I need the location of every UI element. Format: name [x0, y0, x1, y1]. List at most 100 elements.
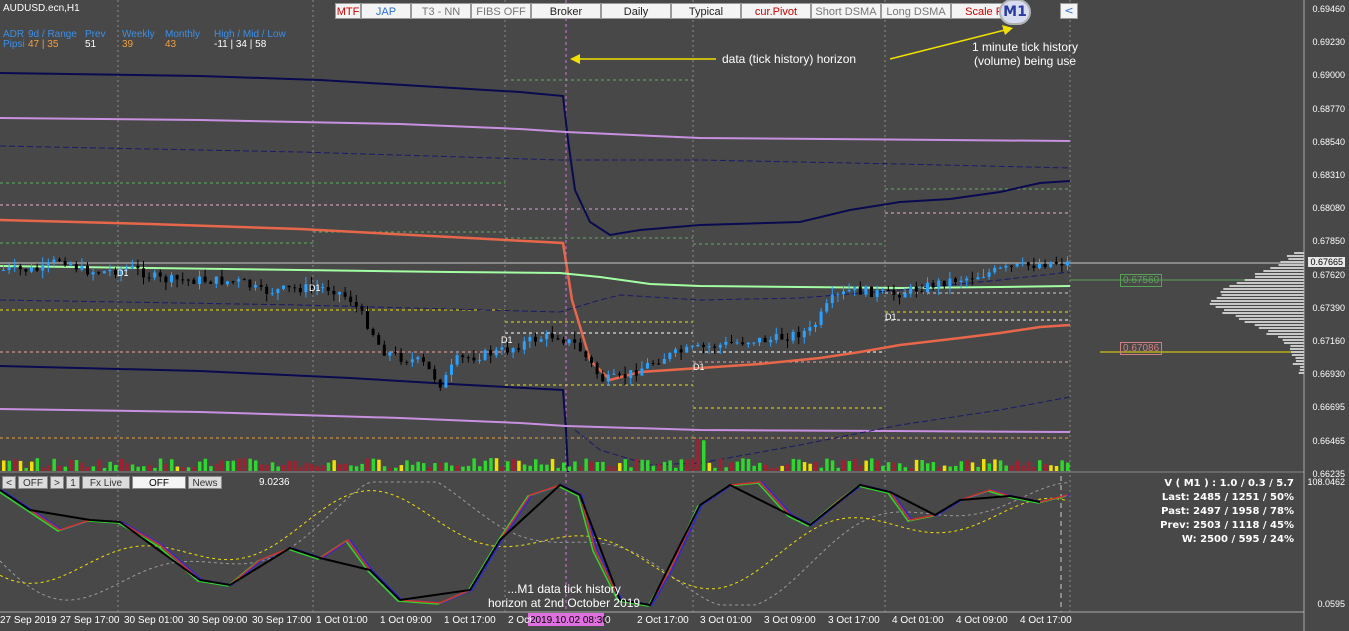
- candle-body: [920, 291, 923, 292]
- volume-bar: [780, 466, 784, 471]
- volume-bar: [47, 465, 51, 471]
- candle-body: [321, 287, 324, 288]
- candle-body: [528, 337, 531, 341]
- volume-bar: [293, 461, 297, 471]
- candle-body: [904, 293, 907, 297]
- candle-body: [456, 355, 459, 364]
- m1-badge[interactable]: M1: [999, 0, 1031, 25]
- volume-bar: [758, 463, 762, 471]
- candle-body: [58, 259, 61, 260]
- upper-navy-band: [0, 73, 1070, 235]
- candle-body: [47, 262, 50, 265]
- volume-profile-bar: [1278, 336, 1304, 338]
- volume-bar: [607, 465, 611, 471]
- subwindow-button-6[interactable]: News: [188, 476, 222, 489]
- candle-body: [159, 273, 162, 277]
- volume-bar: [276, 466, 280, 471]
- candle-body: [909, 286, 912, 293]
- toolbar-nav-button[interactable]: <: [1060, 3, 1078, 19]
- volume-bar: [730, 462, 734, 471]
- volume-bar: [187, 467, 191, 471]
- volume-bar: [400, 465, 404, 471]
- candle-body: [416, 357, 419, 359]
- price-tick: 0.69230: [1312, 37, 1345, 47]
- volume-bar: [103, 468, 107, 471]
- volume-profile-bar: [1292, 354, 1304, 356]
- toolbar-button-mtf[interactable]: MTF: [335, 3, 361, 19]
- price-tick: 0.67390: [1312, 303, 1345, 313]
- volume-bar: [696, 439, 700, 471]
- candle-body: [646, 363, 649, 368]
- toolbar-button-typical[interactable]: Typical: [671, 3, 741, 19]
- toolbar-button-cur-pivot[interactable]: cur.Pivot: [741, 3, 811, 19]
- sub-axis-top: 108.0462: [1307, 477, 1345, 487]
- volume-bar: [1060, 460, 1064, 471]
- volume-bar: [943, 466, 947, 471]
- candle-body: [607, 374, 610, 381]
- candle-body: [97, 272, 100, 273]
- toolbar-button-daily[interactable]: Daily: [601, 3, 671, 19]
- candle-body: [523, 341, 526, 350]
- volume-bar: [338, 464, 342, 471]
- volume-profile-bar: [1296, 360, 1304, 362]
- candle-body: [461, 355, 464, 357]
- candle-body: [181, 279, 184, 280]
- toolbar-button-fibs-off[interactable]: FIBS OFF: [471, 3, 531, 19]
- candle-body: [187, 280, 190, 281]
- candle-body: [377, 335, 380, 345]
- volume-bar: [405, 460, 409, 471]
- symbol-label: AUDUSD.ecn,H1: [3, 3, 80, 14]
- volume-bar: [993, 459, 997, 471]
- volume-bar: [209, 466, 213, 471]
- candle-body: [1066, 261, 1069, 265]
- subwindow-button-5[interactable]: OFF: [132, 476, 186, 489]
- volume-bar: [86, 467, 90, 471]
- volume-profile-bar: [1239, 318, 1304, 320]
- toolbar-button-long-dsma[interactable]: Long DSMA: [881, 3, 951, 19]
- volume-bar: [836, 468, 840, 471]
- subwindow-button-1[interactable]: OFF: [18, 476, 48, 489]
- time-tick: 1 Oct 17:00: [444, 615, 496, 626]
- volume-bar: [344, 464, 348, 471]
- subwindow-button-3[interactable]: 1: [66, 476, 80, 489]
- volume-bar: [299, 467, 303, 471]
- subwindow-button-4[interactable]: Fx Live: [82, 476, 130, 489]
- toolbar-button-jap[interactable]: JAP: [361, 3, 411, 19]
- subwindow-button-0[interactable]: <: [2, 476, 16, 489]
- volume-bar: [719, 459, 723, 471]
- volume-profile-bar: [1224, 309, 1304, 311]
- volume-bar: [657, 464, 661, 471]
- volume-bar: [456, 465, 460, 471]
- volume-bar: [976, 467, 980, 471]
- volume-bar: [64, 467, 68, 471]
- volume-bar: [898, 463, 902, 471]
- candle-body: [775, 334, 778, 340]
- volume-bar: [545, 465, 549, 471]
- volume-bar: [310, 464, 314, 471]
- toolbar-button-t3-nn[interactable]: T3 - NN: [411, 3, 471, 19]
- volume-profile-bar: [1216, 306, 1304, 308]
- toolbar-button-broker[interactable]: Broker: [531, 3, 601, 19]
- volume-bar: [489, 458, 493, 471]
- d1-marker: D1: [885, 312, 897, 322]
- volume-bar: [1010, 465, 1014, 471]
- candle-body: [915, 286, 918, 291]
- candle-body: [1032, 266, 1035, 268]
- volume-bar: [237, 459, 241, 471]
- volume-bar: [590, 462, 594, 471]
- toolbar-button-short-dsma[interactable]: Short DSMA: [811, 3, 881, 19]
- volume-bar: [377, 460, 381, 471]
- candle-body: [741, 342, 744, 344]
- volume-bar: [80, 463, 84, 471]
- candle-body: [926, 283, 929, 292]
- candle-body: [439, 380, 442, 388]
- candle-body: [960, 281, 963, 282]
- volume-bar: [271, 462, 275, 471]
- candle-body: [736, 342, 739, 343]
- volume-profile-bar: [1236, 315, 1304, 317]
- candle-body: [635, 370, 638, 375]
- candle-body: [568, 339, 571, 343]
- subwindow-button-2[interactable]: >: [50, 476, 64, 489]
- time-tick: 30 Sep 17:00: [252, 615, 312, 626]
